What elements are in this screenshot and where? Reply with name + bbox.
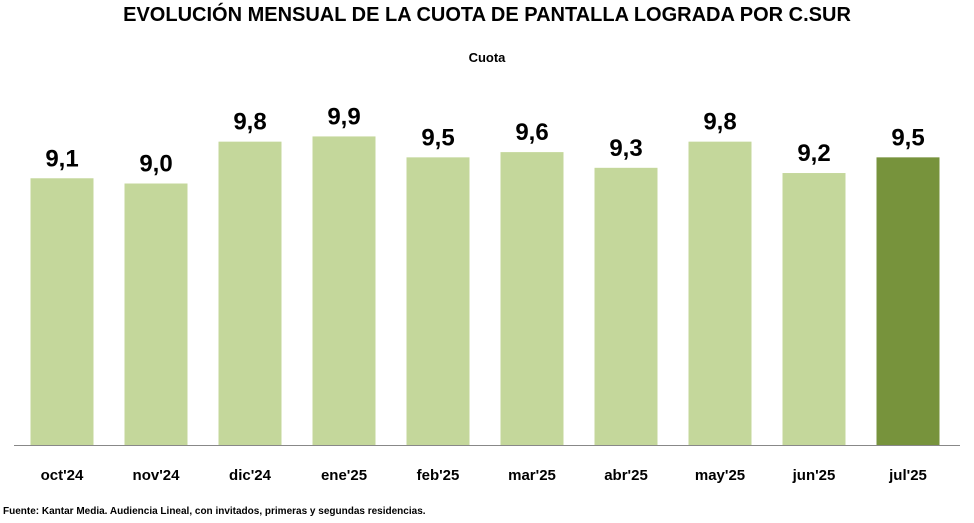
x-tick-label: jul'25 [888,467,927,484]
x-tick-label: dic'24 [229,467,272,484]
x-tick-label: abr'25 [604,467,648,484]
data-label: 9,8 [703,109,736,136]
bar [312,136,376,445]
source-note: Fuente: Kantar Media. Audiencia Lineal, … [3,506,426,517]
chart-title: EVOLUCIÓN MENSUAL DE LA CUOTA DE PANTALL… [123,4,851,26]
x-tick-label: mar'25 [508,467,556,484]
bar [124,183,188,445]
bar [30,178,94,445]
x-tick-label: oct'24 [41,467,84,484]
bar [594,167,658,445]
bar [406,157,470,445]
x-tick-label: nov'24 [133,467,181,484]
data-label: 9,2 [797,140,830,167]
data-label: 9,8 [233,109,266,136]
chart-subtitle: Cuota [468,50,506,65]
x-tick-label: jun'25 [792,467,836,484]
bar [782,173,846,446]
bar [876,157,940,445]
x-tick-label: may'25 [695,467,745,484]
x-tick-label: feb'25 [417,467,460,484]
data-label: 9,1 [45,145,78,172]
x-tick-label: ene'25 [321,467,367,484]
bar [500,152,564,445]
data-label: 9,0 [139,151,172,178]
bar [218,141,282,445]
data-label: 9,5 [891,124,924,151]
bar-chart: 9,1 oct'24 9,0 nov'24 9,8 dic'24 9,9 ene'25 9,5 f… [14,103,960,484]
data-label: 9,3 [609,135,642,162]
data-label: 9,6 [515,119,548,146]
data-label: 9,5 [421,124,454,151]
data-label: 9,9 [327,103,360,130]
bar [688,141,752,445]
